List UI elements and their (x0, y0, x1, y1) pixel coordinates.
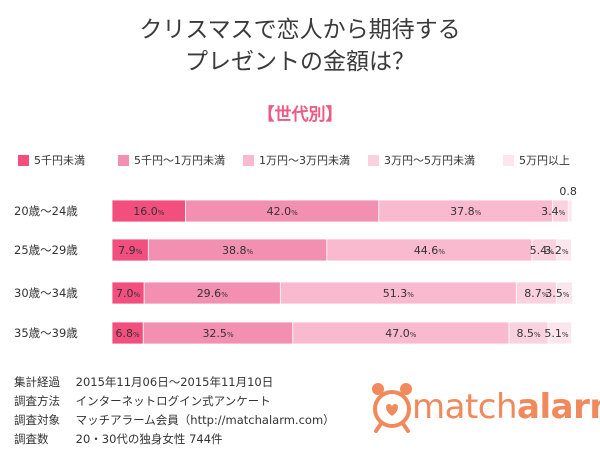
data-label: 0.8 (559, 185, 577, 198)
bar-segment (547, 321, 572, 345)
legend-item: 5千円〜1万円未満 (118, 152, 225, 168)
survey-notes: 集計経過 2015年11月06日〜2015年11月10日 調査方法 インターネッ… (14, 373, 335, 449)
category-label: 35歳〜39歳 (14, 326, 78, 340)
matchalarm-logo: matchalarm (370, 377, 600, 447)
chart-subtitle: 【世代別】 (257, 105, 343, 125)
alarm-clock-icon (372, 383, 412, 433)
note-value: インターネットログイン式アンケート (75, 394, 271, 408)
legend: 5千円未満 5千円〜1万円未満 1万円〜3万円未満 3万円〜5万円未満 5万円以上 (0, 152, 600, 168)
data-label: 38.8% (222, 244, 254, 257)
data-label: 29.6% (197, 287, 229, 300)
title-line-2: プレゼントの金額は？ (185, 49, 415, 75)
legend-swatch (18, 154, 29, 166)
title-line-1: クリスマスで恋人から期待する (139, 17, 461, 43)
logo-text-match: match (412, 387, 518, 427)
chart-title: クリスマスで恋人から期待する プレゼントの金額は？ (0, 14, 600, 78)
note-label: 集計経過 (14, 375, 60, 389)
legend-swatch (243, 154, 254, 166)
data-label: 51.3% (383, 287, 415, 300)
bar-segment (555, 281, 573, 305)
data-label: 37.8% (450, 205, 482, 218)
logo-wordmark: matchalarm (412, 387, 600, 427)
legend-swatch (503, 154, 514, 166)
category-label: 25歳〜29歳 (14, 243, 78, 257)
note-row: 調査方法 インターネットログイン式アンケート (14, 392, 335, 411)
logo-text-alarm: alarm (517, 387, 600, 427)
category-label: 30歳〜34歳 (14, 286, 78, 300)
note-value: マッチアラーム会員（http://matchalarm.com） (75, 413, 335, 427)
data-label: 5.4% (530, 244, 555, 257)
legend-label: 1万円〜3万円未満 (259, 154, 350, 167)
data-label: 7.9% (118, 244, 143, 257)
legend-label: 5万円以上 (519, 154, 570, 167)
legend-item: 1万円〜3万円未満 (243, 152, 350, 168)
data-label: 47.0% (385, 327, 417, 340)
legend-label: 5千円〜1万円未満 (134, 154, 225, 167)
stacked-bar-chart: 20歳〜24歳 16.0% 42.0% 37.8% 3.4% 0.8 25歳〜29歳 7.9%… (14, 185, 577, 345)
legend-label: 5千円未満 (34, 154, 85, 167)
data-label: 6.8% (116, 327, 141, 340)
bar-segment (556, 238, 572, 262)
data-label: 44.6% (414, 244, 446, 257)
data-label: 5.1% (544, 327, 569, 340)
data-label: 3.4% (541, 205, 566, 218)
note-row: 集計経過 2015年11月06日〜2015年11月10日 (14, 373, 335, 392)
note-value: 20・30代の独身女性 744件 (75, 432, 223, 446)
legend-swatch (368, 154, 379, 166)
note-row: 調査数 20・30代の独身女性 744件 (14, 430, 335, 449)
data-label: 8.7% (524, 287, 549, 300)
note-label: 調査対象 (14, 413, 60, 427)
note-label: 調査数 (14, 432, 49, 446)
legend-swatch (118, 154, 129, 166)
note-label: 調査方法 (14, 394, 60, 408)
data-label: 42.0% (267, 205, 299, 218)
data-label: 3.5% (545, 287, 570, 300)
legend-item: 3万円〜5万円未満 (368, 152, 475, 168)
data-label: 3.2% (544, 244, 569, 257)
bar-segment (567, 199, 573, 223)
data-label: 32.5% (202, 327, 234, 340)
note-value: 2015年11月06日〜2015年11月10日 (75, 375, 274, 389)
data-label: 16.0% (133, 205, 165, 218)
data-label: 7.0% (116, 287, 141, 300)
data-label: 8.5% (516, 327, 541, 340)
category-label: 20歳〜24歳 (14, 204, 78, 218)
legend-item: 5万円以上 (503, 152, 570, 168)
legend-item: 5千円未満 (18, 152, 85, 168)
note-row: 調査対象 マッチアラーム会員（http://matchalarm.com） (14, 411, 335, 430)
legend-label: 3万円〜5万円未満 (384, 154, 475, 167)
